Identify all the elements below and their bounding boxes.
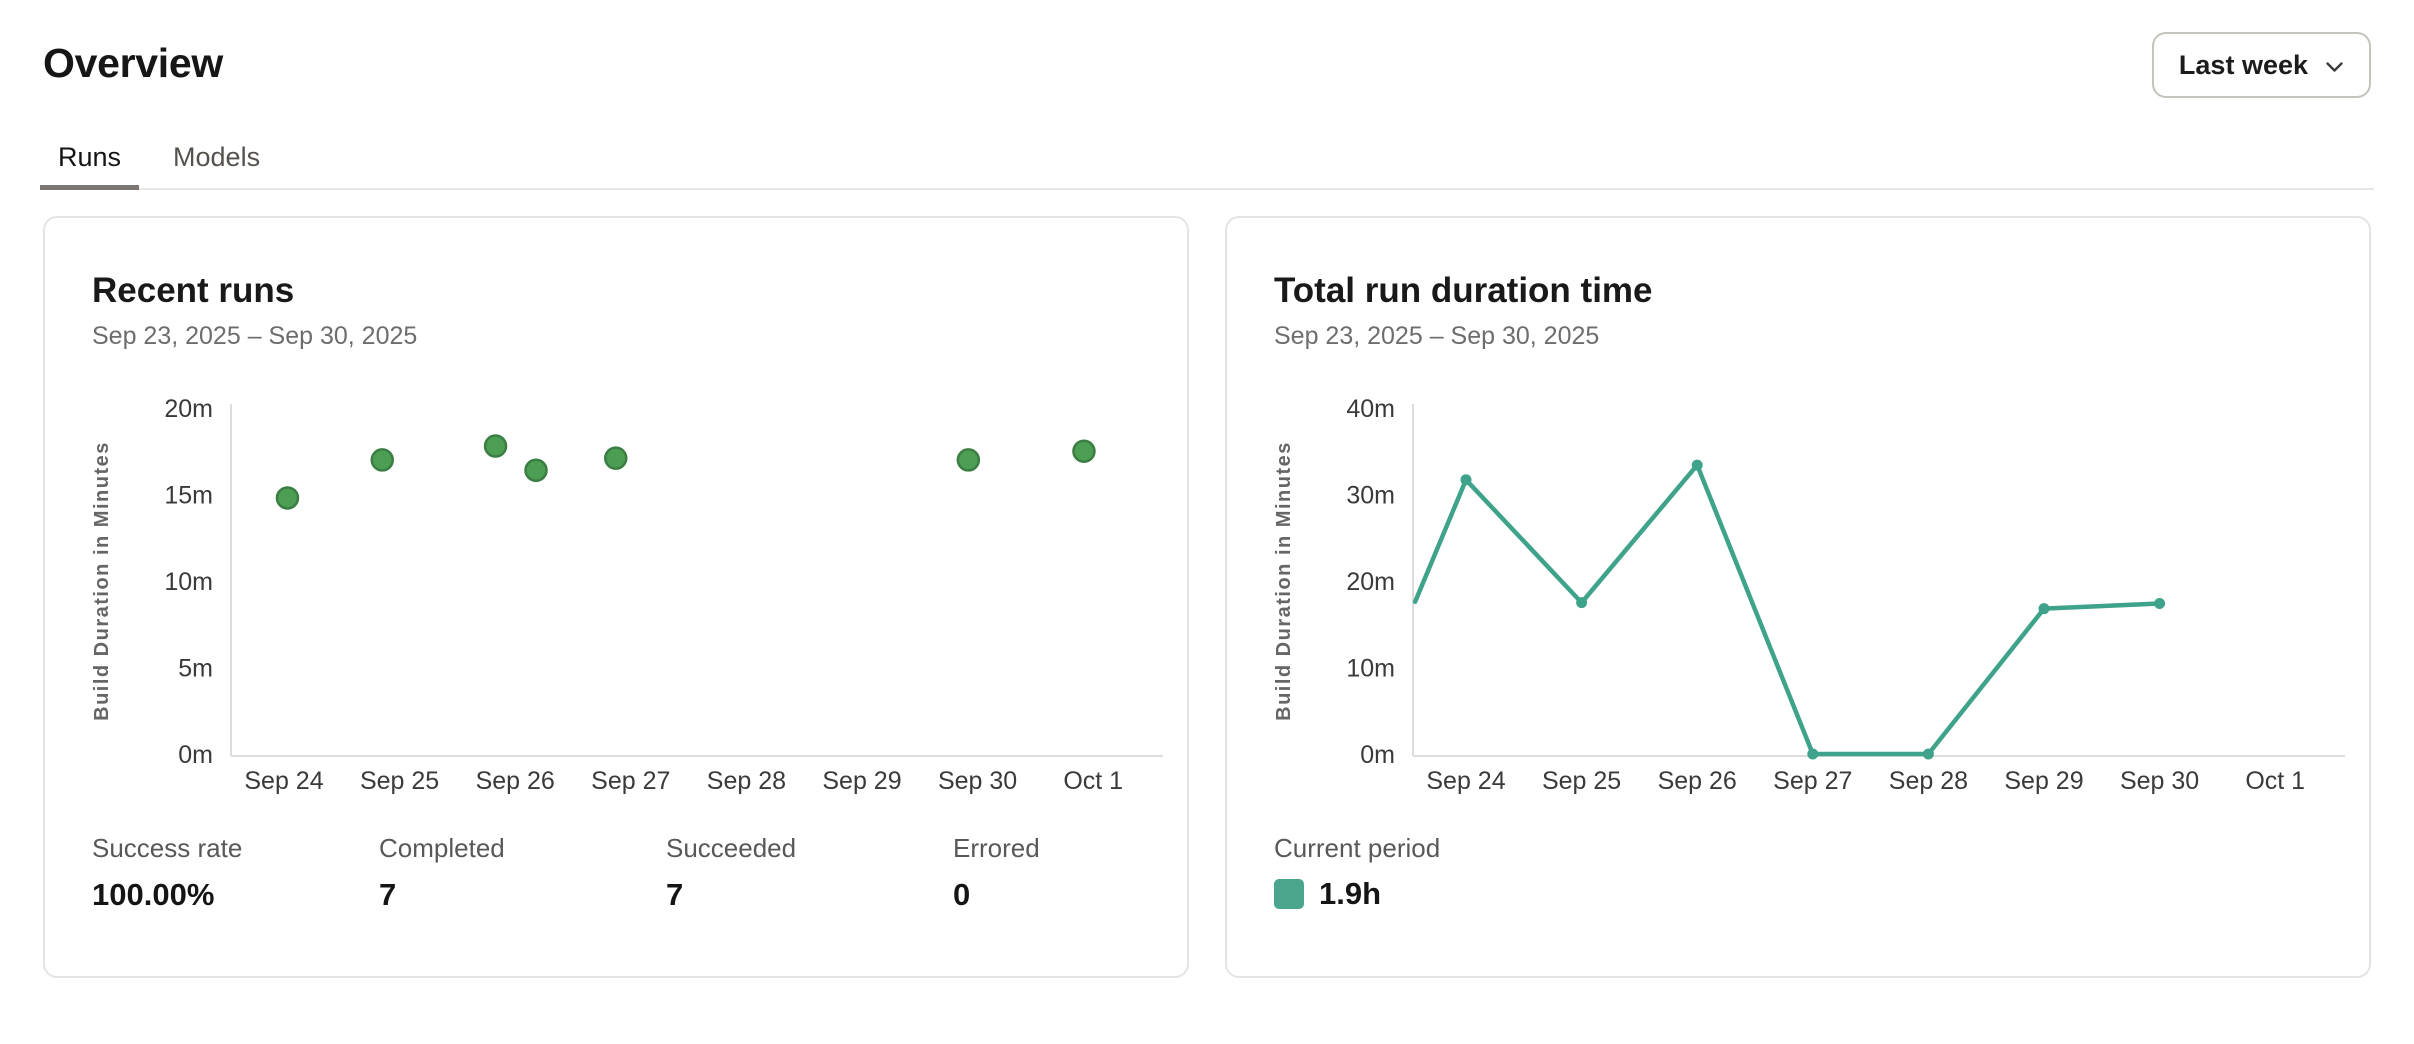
period-selector[interactable]: Last week <box>2151 32 2371 98</box>
run-stats: Success rate 100.00% Completed 7 Succeed… <box>92 835 1240 910</box>
line-point[interactable] <box>1576 597 1588 609</box>
stat-completed: Completed 7 <box>379 835 666 910</box>
stat-value: 7 <box>379 877 397 912</box>
line-point[interactable] <box>1460 474 1472 486</box>
recent-runs-scatter-chart[interactable]: 0m 5m 10m 15m 20m Sep 24 Sep 25 Sep 26 Sep 27 Sep… <box>45 378 1191 814</box>
chart-legend: Current period 1.9h <box>1274 835 1440 909</box>
stat-value: 7 <box>666 877 684 912</box>
line-series[interactable] <box>1412 462 2162 757</box>
total-duration-title: Total run duration time <box>1274 271 1653 310</box>
y-tick-label: 20m <box>1346 568 1395 596</box>
scatter-point[interactable] <box>956 448 981 472</box>
line-point[interactable] <box>1807 748 1819 760</box>
stat-succeeded: Succeeded 7 <box>666 835 953 910</box>
tab-runs[interactable]: Runs <box>40 134 140 190</box>
y-tick-label: 10m <box>1346 655 1395 683</box>
total-run-duration-card: Total run duration time Sep 23, 2025 – S… <box>1225 216 2371 978</box>
legend-value: 1.9h <box>1319 876 1382 911</box>
x-tick-label: Oct 1 <box>1063 767 1123 795</box>
y-tick-label: 20m <box>164 395 213 423</box>
stat-value: 100.00% <box>92 877 215 912</box>
scatter-point[interactable] <box>370 448 395 472</box>
y-tick-label: 30m <box>1346 482 1395 510</box>
recent-runs-title: Recent runs <box>92 271 295 310</box>
chevron-down-icon <box>2326 61 2343 72</box>
x-tick-label: Sep 24 <box>244 767 323 795</box>
line-point[interactable] <box>2038 603 2050 615</box>
stat-label: Errored <box>953 833 1040 863</box>
stat-success-rate: Success rate 100.00% <box>92 835 379 910</box>
x-tick-label: Sep 29 <box>822 767 901 795</box>
y-tick-label: 10m <box>164 568 213 596</box>
line-point[interactable] <box>1922 748 1934 760</box>
x-tick-label: Oct 1 <box>2245 767 2305 795</box>
line-point[interactable] <box>1691 459 1703 471</box>
tab-models[interactable]: Models <box>155 134 278 190</box>
y-tick-label: 0m <box>1360 741 1395 769</box>
stat-label: Success rate <box>92 833 243 863</box>
y-tick-label: 40m <box>1346 395 1395 423</box>
legend-swatch <box>1274 878 1304 909</box>
x-tick-label: Sep 24 <box>1426 767 1505 795</box>
y-axis-title: Build Duration in Minutes <box>1273 441 1295 721</box>
scatter-point[interactable] <box>483 434 508 458</box>
scatter-point[interactable] <box>1072 439 1096 463</box>
recent-runs-date-range: Sep 23, 2025 – Sep 30, 2025 <box>92 322 418 350</box>
x-tick-label: Sep 28 <box>707 767 786 795</box>
x-tick-label: Sep 25 <box>1542 767 1621 795</box>
x-tick-label: Sep 25 <box>360 767 439 795</box>
recent-runs-card: Recent runs Sep 23, 2025 – Sep 30, 2025 … <box>43 216 1189 978</box>
total-duration-date-range: Sep 23, 2025 – Sep 30, 2025 <box>1274 322 1600 350</box>
stat-errored: Errored 0 <box>953 835 1240 910</box>
x-tick-label: Sep 29 <box>2004 767 2083 795</box>
scatter-point[interactable] <box>604 446 628 470</box>
x-tick-label: Sep 26 <box>476 767 555 795</box>
y-axis-title: Build Duration in Minutes <box>91 441 113 721</box>
x-tick-label: Sep 27 <box>591 767 670 795</box>
scatter-point[interactable] <box>524 458 548 483</box>
x-tick-label: Sep 26 <box>1658 767 1737 795</box>
legend-row: 1.9h <box>1274 878 1440 909</box>
stat-label: Succeeded <box>666 833 797 863</box>
x-tick-label: Sep 27 <box>1773 767 1852 795</box>
tabs-bar: Runs Models <box>40 134 2374 190</box>
y-tick-label: 15m <box>164 482 213 510</box>
stat-label: Completed <box>379 833 505 863</box>
y-tick-label: 5m <box>178 655 213 683</box>
y-tick-label: 0m <box>178 741 213 769</box>
scatter-point[interactable] <box>275 486 300 510</box>
total-duration-line-chart[interactable]: 0m 10m 20m 30m 40m Sep 24 Sep 25 Sep 26 Sep 27 Se… <box>1227 378 2373 814</box>
x-tick-label: Sep 30 <box>2120 767 2199 795</box>
x-tick-label: Sep 30 <box>938 767 1017 795</box>
stat-value: 0 <box>953 877 971 912</box>
line-point[interactable] <box>2154 597 2166 609</box>
page-title: Overview <box>43 40 223 86</box>
legend-label: Current period <box>1274 833 1441 863</box>
x-tick-label: Sep 28 <box>1889 767 1968 795</box>
period-selector-label: Last week <box>2178 49 2308 80</box>
